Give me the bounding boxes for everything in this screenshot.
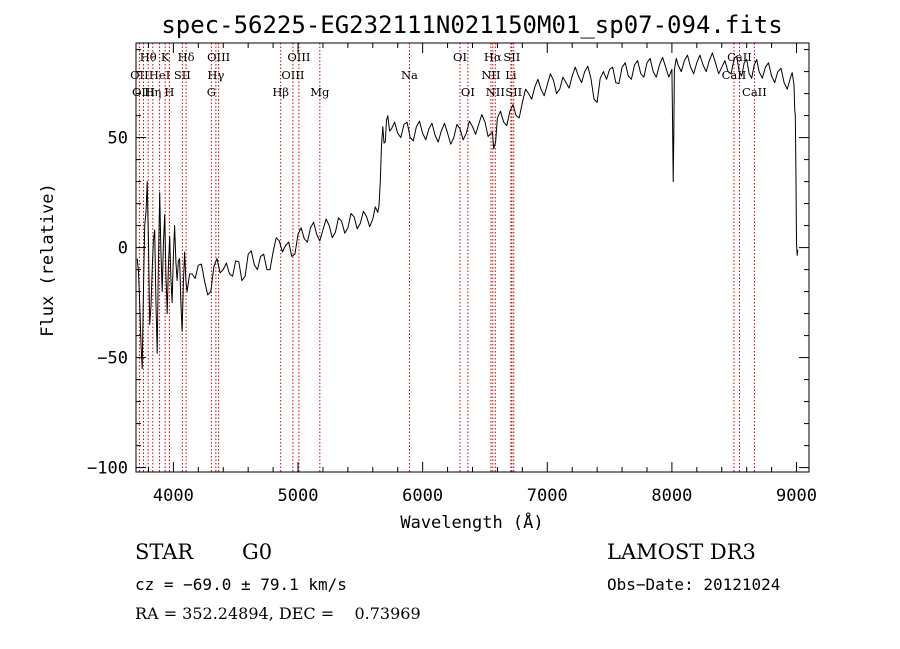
axis-ticks [136,43,809,472]
emission-line-label: Li [505,68,517,82]
object-class: STAR [135,540,194,564]
observation-date: Obs−Date: 20121024 [607,575,781,594]
x-tick-label: 4000 [153,486,194,506]
emission-line-label: OII [130,68,149,82]
emission-line-label: K [161,50,170,64]
x-tick-label: 8000 [651,486,692,506]
emission-line-label: SII [174,68,191,82]
emission-line-label: Hγ [207,68,224,82]
emission-line-label: CaII [727,50,752,64]
emission-line-label: NII [481,68,500,82]
axis-tick-labels: 4000 5000 6000 7000 8000 9000 −100 −50 0 50 [87,129,817,506]
y-tick-label: 0 [118,239,128,259]
emission-line-label: Hθ [140,50,157,64]
y-axis-label: Flux (relative) [38,183,58,337]
chart-title: spec-56225-EG232111N021150M01_sp07-094.f… [161,11,782,39]
x-tick-label: 7000 [527,486,568,506]
y-tick-label: −50 [97,349,128,369]
emission-line-label: SII [503,50,520,64]
emission-line-label: HeI [149,68,170,82]
y-tick-label: −100 [87,459,128,479]
emission-line-label: SII [505,85,522,99]
emission-line-label: OIII [207,50,230,64]
emission-line-label: OI [461,85,475,99]
spectrum-series [136,52,799,370]
emission-line-label: OIII [287,50,310,64]
emission-line-label: Mg [310,85,330,99]
emission-line-label: Na [401,68,418,82]
emission-line-label: G [207,85,216,99]
emission-line-markers [138,43,755,472]
emission-line-label: Hβ [272,85,289,99]
emission-line-label: OI [453,50,467,64]
y-tick-label: 50 [108,129,128,149]
emission-line-label: CaII [742,85,767,99]
emission-line-label: OIII [281,68,304,82]
emission-line-label: Hδ [178,50,195,64]
emission-line-label: OIII [132,85,155,99]
emission-line-label: NII [486,85,505,99]
x-tick-label: 9000 [776,486,817,506]
spectral-subclass: G0 [242,540,273,564]
emission-line-label: H [164,85,174,99]
plot-frame [135,42,810,473]
emission-line-label: Hη [144,85,161,99]
x-tick-label: 6000 [402,486,443,506]
spectrum-line [136,52,799,370]
spectrum-plot: spec-56225-EG232111N021150M01_sp07-094.f… [38,11,817,533]
emission-line-labels: HθOIIOIIIHηHeIKHSIIHδGHγOIIIHβOIIIOIIIMg… [130,50,767,99]
coordinates-readout: RA = 352.24894, DEC = 0.73969 [135,604,421,623]
x-axis-label: Wavelength (Å) [400,511,543,533]
emission-line-label: Hα [484,50,502,64]
redshift-readout: cz = −69.0 ± 79.1 km/s [135,575,347,594]
survey-name: LAMOST DR3 [607,540,756,564]
x-tick-label: 5000 [278,486,319,506]
